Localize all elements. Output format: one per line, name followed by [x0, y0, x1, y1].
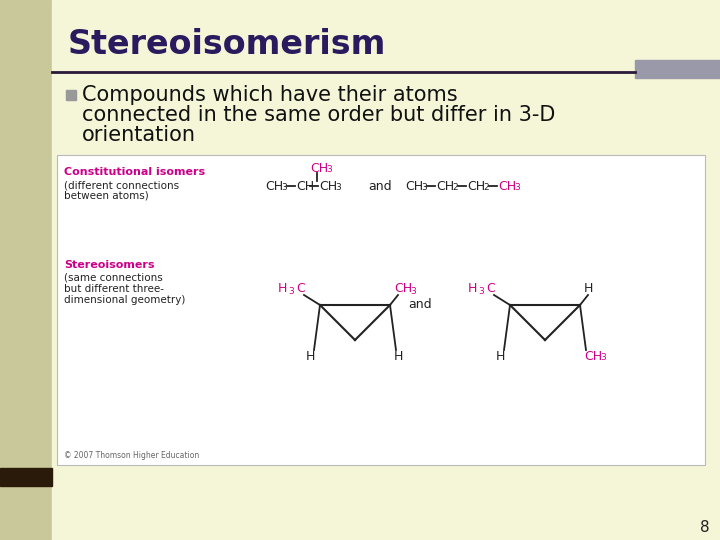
Text: and: and [368, 179, 392, 192]
Text: CH: CH [436, 179, 454, 192]
Text: CH: CH [467, 179, 485, 192]
Text: (different connections: (different connections [64, 180, 179, 190]
Text: orientation: orientation [82, 125, 196, 145]
Text: 3: 3 [478, 287, 484, 295]
Text: H: H [584, 282, 593, 295]
Bar [635, 60, 720, 78]
Text: 3: 3 [281, 184, 287, 192]
Text: 3: 3 [410, 287, 415, 295]
Text: dimensional geometry): dimensional geometry) [64, 295, 185, 305]
Text: © 2007 Thomson Higher Education: © 2007 Thomson Higher Education [64, 450, 199, 460]
Text: 3: 3 [514, 184, 520, 192]
Text: 3: 3 [335, 184, 341, 192]
Text: Stereoisomerism: Stereoisomerism [68, 29, 387, 62]
Text: but different three-: but different three- [64, 284, 164, 294]
Text: 3: 3 [421, 184, 427, 192]
Text: CH: CH [310, 161, 328, 174]
Text: H: H [306, 349, 315, 362]
Text: connected in the same order but differ in 3-D: connected in the same order but differ i… [82, 105, 555, 125]
FancyBboxPatch shape [57, 155, 705, 465]
Text: CH: CH [296, 179, 314, 192]
Text: Stereoisomers: Stereoisomers [64, 260, 155, 270]
Bar [0, 0, 52, 540]
Bar [0, 468, 52, 486]
Text: C: C [296, 282, 305, 295]
Text: 3: 3 [326, 165, 332, 174]
Text: 2: 2 [483, 184, 489, 192]
Text: Constitutional isomers: Constitutional isomers [64, 167, 205, 177]
Text: H: H [394, 349, 403, 362]
Text: H: H [468, 282, 477, 295]
Text: CH: CH [394, 282, 412, 295]
Text: C: C [486, 282, 495, 295]
Text: Compounds which have their atoms: Compounds which have their atoms [82, 85, 458, 105]
Text: (same connections: (same connections [64, 273, 163, 283]
Text: H: H [278, 282, 287, 295]
Text: CH: CH [265, 179, 283, 192]
Text: CH: CH [319, 179, 337, 192]
Text: 8: 8 [700, 521, 710, 536]
Text: CH: CH [498, 179, 516, 192]
Text: H: H [496, 349, 505, 362]
Bar [66, 90, 76, 100]
Text: 2: 2 [452, 184, 458, 192]
Text: CH: CH [405, 179, 423, 192]
Text: and: and [408, 299, 431, 312]
Text: between atoms): between atoms) [64, 191, 149, 201]
Text: 3: 3 [288, 287, 294, 295]
Text: CH: CH [584, 349, 602, 362]
Text: 3: 3 [600, 354, 606, 362]
